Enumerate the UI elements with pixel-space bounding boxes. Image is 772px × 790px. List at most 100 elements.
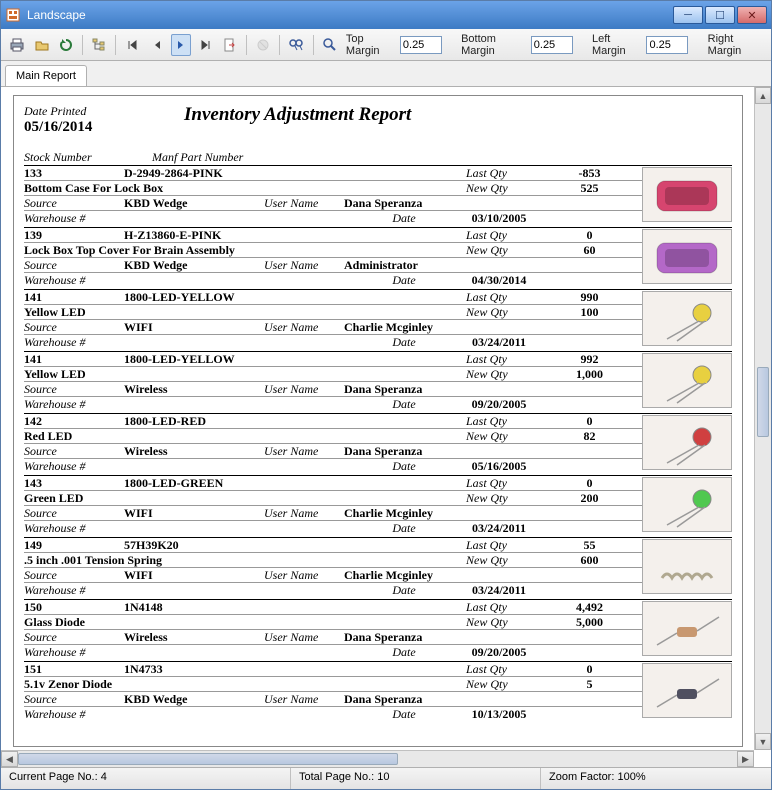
minimize-button[interactable]: ─ [673,6,703,24]
source-value: WIFI [124,568,264,583]
date-label: Date [364,583,444,598]
product-image [642,539,732,594]
description: 5.1v Zenor Diode [24,677,344,692]
product-image [642,353,732,408]
tab-main-report[interactable]: Main Report [5,65,87,86]
next-page-icon[interactable] [171,34,191,56]
warehouse-label: Warehouse # [24,335,124,350]
first-page-icon[interactable] [122,34,142,56]
new-qty-value: 525 [542,181,637,195]
tab-strip: Main Report [1,61,771,87]
warehouse-label: Warehouse # [24,707,124,722]
source-label: Source [24,506,124,521]
refresh-icon[interactable] [56,34,76,56]
last-page-icon[interactable] [195,34,215,56]
top-margin-label: Top Margin [346,33,396,57]
product-image [642,167,732,222]
product-image [642,663,732,718]
horizontal-scrollbar[interactable]: ◀ ▶ [1,750,754,767]
vertical-scrollbar[interactable]: ▲ ▼ [754,87,771,750]
entry-row: 1421800-LED-RED Red LED SourceWirelessUs… [24,413,732,475]
date-value: 09/20/2005 [444,397,554,412]
search-icon[interactable] [286,34,306,56]
tree-icon[interactable] [89,34,109,56]
zoom-icon[interactable] [320,34,340,56]
username-label: User Name [264,692,344,707]
last-qty-value: 4,492 [542,600,637,614]
print-icon[interactable] [7,34,27,56]
scroll-up-icon[interactable]: ▲ [755,87,771,104]
description: Green LED [24,491,344,506]
part-number: 1N4733 [124,662,344,677]
date-value: 03/24/2011 [444,521,554,536]
stop-icon[interactable] [253,34,273,56]
last-qty-label: Last Qty [462,352,542,366]
date-label: Date [364,459,444,474]
warehouse-label: Warehouse # [24,273,124,288]
username-value: Administrator [344,258,474,273]
left-margin-input[interactable] [646,36,688,54]
description: Red LED [24,429,344,444]
new-qty-label: New Qty [462,243,542,257]
part-number: 1800-LED-YELLOW [124,352,344,367]
new-qty-value: 100 [542,305,637,319]
scroll-down-icon[interactable]: ▼ [755,733,771,750]
new-qty-value: 200 [542,491,637,505]
username-label: User Name [264,320,344,335]
stock-number: 150 [24,600,124,615]
new-qty-label: New Qty [462,367,542,381]
open-icon[interactable] [31,34,51,56]
last-qty-value: 0 [542,662,637,676]
current-page-value: 4 [101,771,107,783]
source-value: KBD Wedge [124,196,264,211]
col-part-header: Manf Part Number [152,150,352,165]
last-qty-label: Last Qty [462,414,542,428]
product-image [642,477,732,532]
username-label: User Name [264,506,344,521]
zoom-label: Zoom Factor: [549,771,614,783]
entry-row: 1501N4148 Glass Diode SourceWirelessUser… [24,599,732,661]
description: Yellow LED [24,305,344,320]
last-qty-value: 0 [542,476,637,490]
new-qty-value: 60 [542,243,637,257]
date-value: 03/24/2011 [444,583,554,598]
stock-number: 141 [24,290,124,305]
last-qty-label: Last Qty [462,290,542,304]
last-qty-label: Last Qty [462,476,542,490]
last-qty-label: Last Qty [462,662,542,676]
part-number: H-Z13860-E-PINK [124,228,344,243]
description: Glass Diode [24,615,344,630]
new-qty-value: 82 [542,429,637,443]
maximize-button[interactable]: ☐ [705,6,735,24]
stock-number: 143 [24,476,124,491]
col-stock-header: Stock Number [24,150,152,165]
bottom-margin-input[interactable] [531,36,573,54]
new-qty-label: New Qty [462,305,542,319]
close-button[interactable]: ✕ [737,6,767,24]
scroll-thumb-h[interactable] [18,753,398,765]
source-label: Source [24,568,124,583]
username-value: Charlie Mcginley [344,320,474,335]
status-bar: Current Page No.: 4 Total Page No.: 10 Z… [1,767,771,789]
entry-row: 1411800-LED-YELLOW Yellow LED SourceWire… [24,351,732,413]
source-label: Source [24,444,124,459]
source-label: Source [24,692,124,707]
warehouse-label: Warehouse # [24,645,124,660]
last-qty-label: Last Qty [462,228,542,242]
description: Lock Box Top Cover For Brain Assembly [24,243,344,258]
warehouse-label: Warehouse # [24,521,124,536]
date-value: 09/20/2005 [444,645,554,660]
scroll-thumb-v[interactable] [757,367,769,437]
date-value: 03/24/2011 [444,335,554,350]
entry-row: 1411800-LED-YELLOW Yellow LED SourceWIFI… [24,289,732,351]
scroll-left-icon[interactable]: ◀ [1,751,18,767]
prev-page-icon[interactable] [147,34,167,56]
new-qty-value: 5 [542,677,637,691]
goto-page-icon[interactable] [220,34,240,56]
date-value: 10/13/2005 [444,707,554,722]
titlebar: Landscape ─ ☐ ✕ [1,1,771,29]
scroll-right-icon[interactable]: ▶ [737,751,754,767]
top-margin-input[interactable] [400,36,442,54]
username-label: User Name [264,382,344,397]
part-number: 1800-LED-RED [124,414,344,429]
